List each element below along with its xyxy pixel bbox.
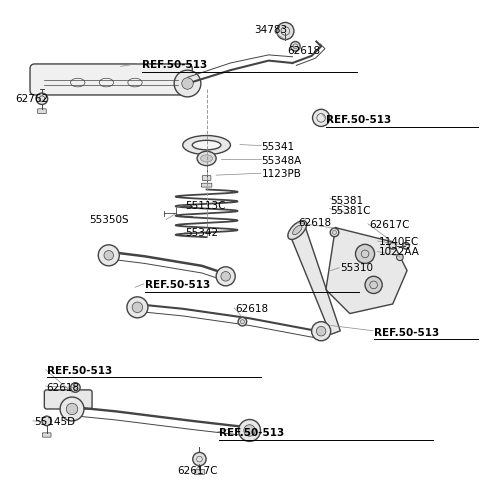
- Circle shape: [312, 321, 331, 341]
- FancyBboxPatch shape: [37, 109, 46, 114]
- Text: 55113C: 55113C: [185, 201, 226, 211]
- Text: 55381C: 55381C: [331, 206, 371, 216]
- Circle shape: [316, 326, 326, 336]
- FancyBboxPatch shape: [30, 64, 192, 95]
- Text: REF.50-513: REF.50-513: [373, 327, 439, 338]
- FancyBboxPatch shape: [201, 183, 212, 187]
- Circle shape: [221, 272, 230, 281]
- Circle shape: [127, 297, 148, 318]
- Polygon shape: [289, 227, 340, 334]
- Circle shape: [71, 383, 80, 392]
- FancyBboxPatch shape: [202, 176, 211, 181]
- Text: REF.50-513: REF.50-513: [144, 280, 210, 290]
- Circle shape: [182, 78, 193, 89]
- Circle shape: [365, 276, 382, 293]
- FancyBboxPatch shape: [42, 433, 51, 437]
- Ellipse shape: [183, 135, 230, 154]
- Text: 55310: 55310: [340, 263, 373, 273]
- Text: 62617C: 62617C: [369, 220, 409, 230]
- Text: 62618: 62618: [235, 304, 268, 314]
- Circle shape: [42, 416, 51, 426]
- Circle shape: [403, 242, 409, 249]
- Circle shape: [174, 70, 201, 97]
- Circle shape: [312, 109, 330, 126]
- Ellipse shape: [288, 221, 307, 239]
- Ellipse shape: [293, 225, 302, 235]
- Text: REF.50-513: REF.50-513: [47, 366, 112, 376]
- Circle shape: [193, 452, 206, 466]
- Circle shape: [132, 302, 143, 312]
- Circle shape: [216, 267, 235, 286]
- Text: 34783: 34783: [254, 25, 288, 35]
- Text: REF.50-513: REF.50-513: [218, 428, 284, 438]
- Text: 55341: 55341: [262, 141, 295, 151]
- Text: 1140EC: 1140EC: [378, 237, 419, 247]
- Circle shape: [389, 242, 396, 249]
- Circle shape: [238, 317, 247, 326]
- FancyBboxPatch shape: [194, 470, 204, 474]
- Circle shape: [244, 425, 255, 436]
- Text: 62762: 62762: [15, 94, 48, 104]
- Text: 62618: 62618: [47, 382, 80, 392]
- Text: 62617C: 62617C: [177, 466, 217, 476]
- Circle shape: [396, 254, 403, 261]
- Ellipse shape: [201, 155, 213, 162]
- Circle shape: [239, 420, 261, 442]
- Circle shape: [330, 228, 339, 237]
- Circle shape: [36, 93, 48, 105]
- Circle shape: [60, 397, 84, 421]
- Text: 1123PB: 1123PB: [262, 169, 301, 179]
- Ellipse shape: [197, 151, 216, 165]
- Circle shape: [98, 245, 119, 266]
- Text: 62618: 62618: [298, 218, 331, 228]
- Text: 55145D: 55145D: [34, 417, 75, 427]
- Text: 55381: 55381: [331, 196, 364, 206]
- Text: 55348A: 55348A: [262, 156, 302, 166]
- Text: 55342: 55342: [185, 228, 218, 238]
- Circle shape: [66, 403, 78, 414]
- Circle shape: [104, 250, 114, 260]
- Text: 62618: 62618: [288, 46, 321, 56]
- Text: REF.50-513: REF.50-513: [326, 115, 391, 125]
- FancyBboxPatch shape: [44, 390, 92, 409]
- Text: 55350S: 55350S: [90, 215, 129, 225]
- Circle shape: [356, 244, 374, 264]
- Circle shape: [290, 42, 300, 51]
- Text: REF.50-513: REF.50-513: [142, 60, 207, 70]
- Text: 1022AA: 1022AA: [378, 247, 419, 258]
- Ellipse shape: [192, 140, 221, 150]
- Circle shape: [277, 23, 294, 40]
- Polygon shape: [326, 228, 407, 313]
